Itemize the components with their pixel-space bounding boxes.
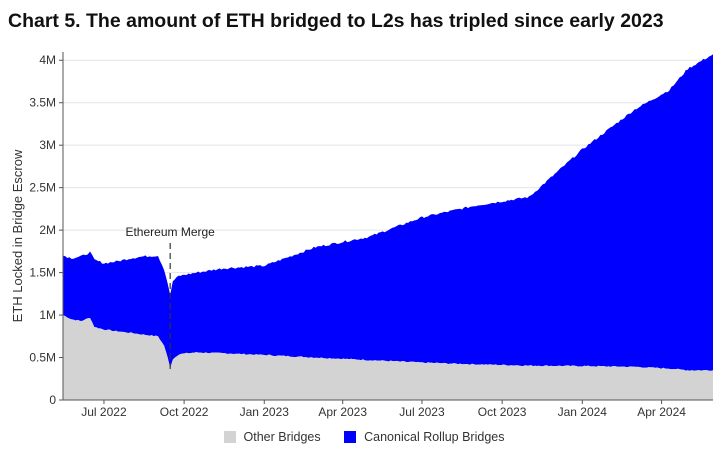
x-tick-label: Oct 2022 bbox=[160, 405, 209, 419]
y-tick-label: 4M bbox=[39, 53, 56, 67]
y-tick-label: 1.5M bbox=[29, 266, 56, 280]
y-tick-label: 0 bbox=[49, 393, 56, 407]
series-area-other-bridges bbox=[63, 315, 713, 400]
chart-title: Chart 5. The amount of ETH bridged to L2… bbox=[8, 10, 664, 32]
axes: 0 0.5M 1M 1.5M 2M 2.5M 3M 3.5M 4M Jul 2022 Oct 202… bbox=[29, 52, 713, 419]
y-tick-label: 2M bbox=[39, 223, 56, 237]
stacked-areas bbox=[63, 54, 713, 400]
y-tick-label: 2.5M bbox=[29, 181, 56, 195]
legend-swatch-other-bridges bbox=[223, 431, 236, 443]
annotation-layer: Ethereum Merge bbox=[125, 225, 215, 372]
x-tick-label: Apr 2024 bbox=[637, 405, 686, 419]
y-tick-label: 1M bbox=[39, 308, 56, 322]
legend-item-other-bridges: Other Bridges bbox=[223, 430, 321, 444]
legend-label-canonical-rollup-bridges: Canonical Rollup Bridges bbox=[364, 430, 505, 444]
y-tick-label: 3M bbox=[39, 138, 56, 152]
y-tick-label: 0.5M bbox=[29, 351, 56, 365]
series-area-canonical-rollup-bridges bbox=[63, 54, 713, 371]
x-tick-label: Jan 2023 bbox=[240, 405, 290, 419]
x-tick-label: Jul 2023 bbox=[399, 405, 445, 419]
x-tick-label: Oct 2023 bbox=[478, 405, 527, 419]
y-axis-label: ETH Locked in Bridge Escrow bbox=[10, 149, 25, 322]
x-tick-label: Jul 2022 bbox=[81, 405, 127, 419]
legend-item-canonical-rollup-bridges: Canonical Rollup Bridges bbox=[344, 430, 504, 444]
legend-label-other-bridges: Other Bridges bbox=[243, 430, 321, 444]
x-tick-label: Apr 2023 bbox=[318, 405, 367, 419]
y-tick-label: 3.5M bbox=[29, 96, 56, 110]
legend-swatch-canonical-rollup-bridges bbox=[344, 431, 357, 443]
x-tick-label: Jan 2024 bbox=[558, 405, 608, 419]
ethereum-merge-label: Ethereum Merge bbox=[125, 225, 215, 239]
legend: Other Bridges Canonical Rollup Bridges bbox=[0, 430, 728, 446]
